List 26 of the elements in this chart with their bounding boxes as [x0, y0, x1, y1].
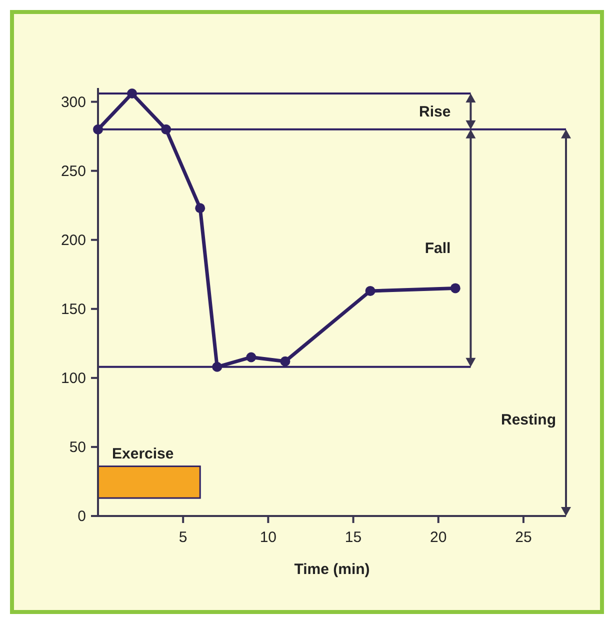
x-axis-title: Time (min)	[294, 561, 370, 578]
y-tick-label: 300	[60, 94, 86, 111]
y-tick-label: 250	[60, 162, 86, 180]
x-tick-label: 20	[430, 529, 447, 546]
point	[93, 124, 103, 134]
y-tick-label: 100	[60, 370, 86, 387]
point	[365, 286, 376, 296]
annotation: Resting	[500, 411, 556, 428]
x-tick-label: 15	[344, 529, 362, 546]
point	[450, 283, 460, 294]
point	[127, 88, 138, 99]
y-tick-label: 150	[60, 300, 86, 318]
x-tick-label: 25	[515, 529, 532, 546]
y-tick-label: 0	[78, 508, 86, 525]
band-label: Exercise	[112, 445, 174, 462]
point	[195, 203, 206, 214]
point	[246, 352, 256, 362]
annotation: Rise	[419, 103, 451, 120]
annotation: Fall	[424, 240, 451, 258]
x-tick-label: 10	[260, 529, 277, 546]
point	[212, 362, 222, 372]
y-tick-label: 50	[69, 438, 86, 456]
y-tick-label: 200	[60, 232, 86, 249]
x-tick-label: 5	[178, 529, 188, 546]
point	[280, 356, 290, 366]
point	[161, 124, 172, 134]
